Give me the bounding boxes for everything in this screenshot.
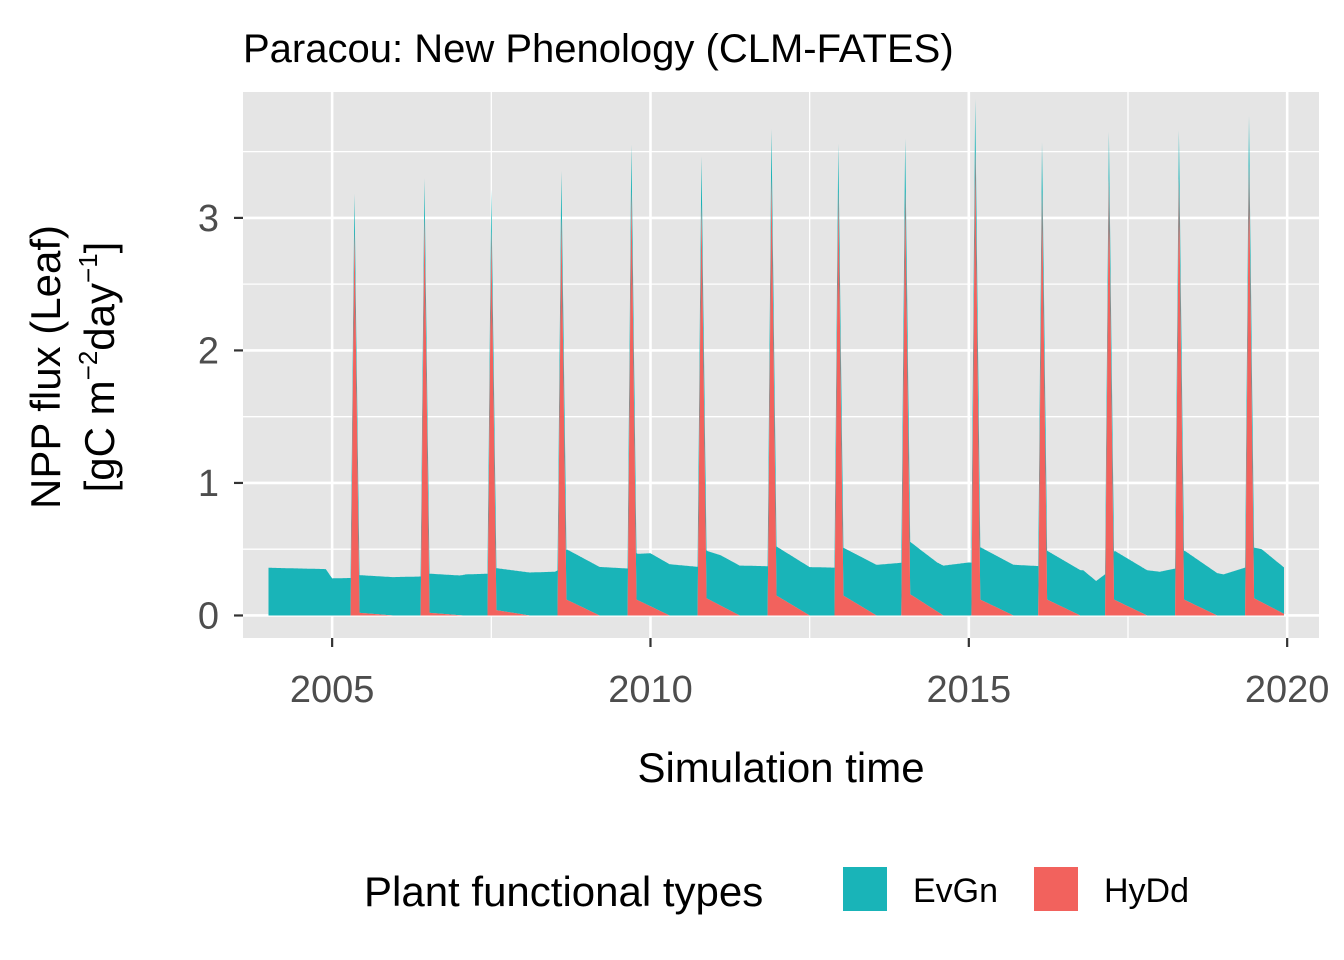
y-axis-ticks: 0 1 2 3: [198, 198, 243, 637]
y-tick-label: 3: [198, 198, 219, 240]
x-axis-ticks: 2005 2010 2015 2020: [290, 638, 1330, 711]
y-axis-title-line1: NPP flux (Leaf): [22, 225, 69, 509]
y-unit-sup2: −1: [73, 253, 103, 283]
x-tick-label: 2015: [927, 669, 1012, 711]
x-tick-label: 2020: [1245, 669, 1330, 711]
x-tick-label: 2010: [608, 669, 693, 711]
area-hydd: [268, 151, 1284, 616]
chart-title: Paracou: New Phenology (CLM-FATES): [243, 27, 954, 71]
stacked-area-series: [268, 99, 1284, 616]
x-axis-title: Simulation time: [637, 744, 924, 791]
y-tick-label: 1: [198, 463, 219, 505]
y-tick-label: 0: [198, 595, 219, 637]
legend: Plant functional types EvGn HyDd: [364, 867, 1189, 915]
y-tick-label: 2: [198, 330, 219, 372]
legend-swatch-hydd: [1034, 867, 1078, 911]
legend-title: Plant functional types: [364, 868, 763, 915]
y-unit-middle: day: [76, 283, 123, 351]
legend-label-evgn: EvGn: [913, 872, 998, 910]
y-unit-sup1: −2: [73, 351, 103, 381]
y-unit-suffix: ]: [76, 242, 123, 254]
legend-label-hydd: HyDd: [1104, 872, 1189, 910]
legend-swatch-evgn: [843, 867, 887, 911]
y-axis-title: NPP flux (Leaf) [gC m−2day−1]: [22, 225, 123, 509]
y-unit-prefix: [gC m: [76, 380, 123, 492]
x-tick-label: 2005: [290, 669, 375, 711]
y-axis-title-line2: [gC m−2day−1]: [73, 242, 123, 493]
